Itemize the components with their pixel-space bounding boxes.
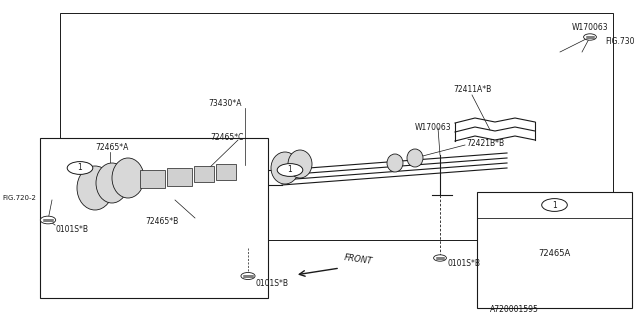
Text: 1: 1 — [287, 165, 292, 174]
Text: W170063: W170063 — [415, 123, 452, 132]
Bar — [140, 170, 165, 188]
Ellipse shape — [271, 152, 299, 184]
Ellipse shape — [407, 149, 423, 167]
Text: FRONT: FRONT — [343, 253, 373, 266]
Text: 1: 1 — [77, 164, 83, 172]
Circle shape — [241, 273, 255, 280]
Text: 0101S*B: 0101S*B — [448, 259, 481, 268]
Ellipse shape — [288, 150, 312, 178]
Circle shape — [541, 199, 567, 212]
Text: 72411A*B: 72411A*B — [453, 85, 492, 94]
Ellipse shape — [77, 166, 113, 210]
Ellipse shape — [387, 154, 403, 172]
Circle shape — [67, 162, 93, 174]
Circle shape — [40, 216, 56, 224]
Text: 1: 1 — [552, 201, 557, 210]
Text: 0101S*B: 0101S*B — [255, 278, 288, 287]
Text: 0101S*B: 0101S*B — [55, 226, 88, 235]
Ellipse shape — [517, 255, 553, 295]
Circle shape — [584, 34, 596, 40]
Text: FIG.720-2: FIG.720-2 — [2, 195, 36, 201]
Text: 72465*A: 72465*A — [95, 143, 129, 153]
Text: A720001595: A720001595 — [490, 306, 539, 315]
Bar — [167, 168, 192, 186]
Circle shape — [277, 164, 303, 176]
Text: 73430*A: 73430*A — [208, 99, 241, 108]
Circle shape — [434, 255, 447, 261]
Bar — [477, 192, 632, 308]
Text: W170063: W170063 — [572, 23, 608, 33]
Text: 72421B*B: 72421B*B — [466, 139, 504, 148]
Bar — [216, 164, 236, 180]
Bar — [194, 166, 214, 182]
Ellipse shape — [542, 255, 578, 295]
Ellipse shape — [112, 158, 144, 198]
Polygon shape — [40, 138, 268, 298]
Text: FIG.730: FIG.730 — [605, 37, 634, 46]
Ellipse shape — [96, 163, 128, 203]
Text: 72465*C: 72465*C — [210, 133, 243, 142]
Text: 72465A: 72465A — [538, 249, 571, 258]
Text: 72465*B: 72465*B — [145, 218, 179, 227]
